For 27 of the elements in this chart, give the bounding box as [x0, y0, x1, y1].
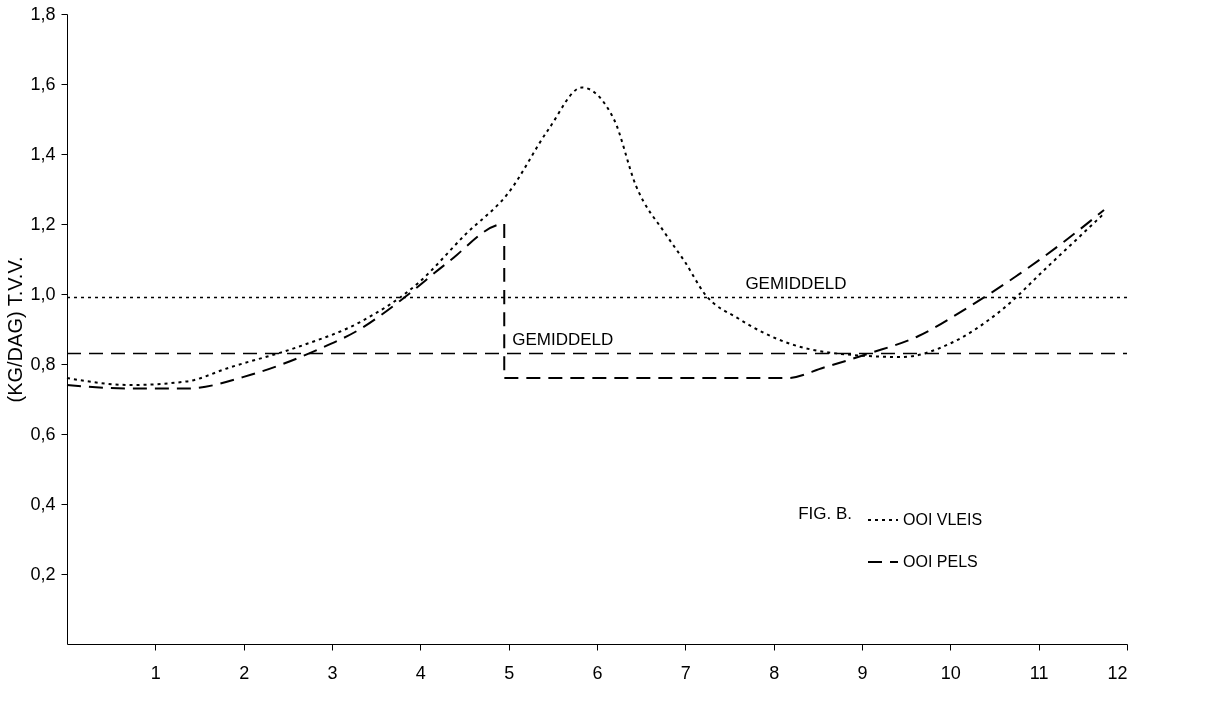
y-tick-label: 0,4	[30, 493, 56, 514]
y-tick-label: 1,2	[30, 213, 56, 234]
y-tick-label: 0,6	[30, 423, 56, 444]
x-tick-label: 4	[415, 662, 426, 683]
y-tick-label: 0,2	[30, 563, 56, 584]
y-tick-label: 1,8	[30, 3, 56, 24]
x-tick-label: 2	[239, 662, 250, 683]
x-tick-label: 1	[150, 662, 161, 683]
ref-line-label: GEMIDDELD	[512, 329, 614, 349]
x-tick-label: 3	[327, 662, 338, 683]
legend-label: OOI PELS	[903, 553, 978, 570]
annotation: FIG. B.	[798, 504, 852, 523]
x-tick-label: 6	[592, 662, 603, 683]
x-tick-label: 9	[857, 662, 868, 683]
y-tick-label: 0,8	[30, 353, 56, 374]
y-tick-label: 1,0	[30, 283, 56, 304]
x-tick-label: 5	[504, 662, 515, 683]
y-axis-title: (KG/DAG) T.V.V.	[4, 256, 27, 403]
x-tick-label: 11	[1029, 662, 1049, 683]
y-tick-label: 1,4	[30, 143, 56, 164]
ref-line-label: GEMIDDELD	[745, 273, 847, 293]
x-tick-label: 7	[680, 662, 691, 683]
x-tick-label: 8	[769, 662, 780, 683]
x-tick-label: 12	[1107, 662, 1128, 683]
y-tick-label: 1,6	[30, 73, 56, 94]
x-tick-label: 10	[940, 662, 961, 683]
legend-label: OOI VLEIS	[903, 511, 983, 528]
